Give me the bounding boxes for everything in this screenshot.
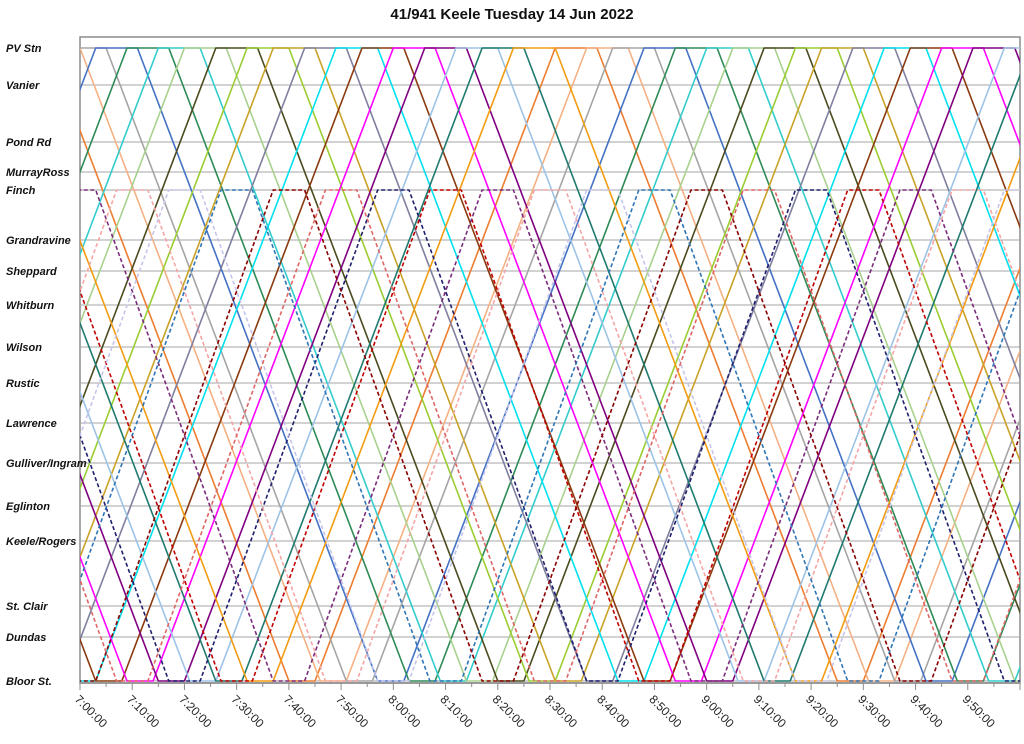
y-tick-label: Rustic: [6, 378, 40, 390]
x-tick-label: 8:40:00: [594, 692, 632, 730]
y-tick-label: Wilson: [6, 342, 42, 354]
x-tick-label: 9:30:00: [855, 692, 893, 730]
x-tick-label: 7:30:00: [229, 692, 267, 730]
y-tick-label: Sheppard: [6, 266, 57, 278]
x-tick-label: 9:00:00: [699, 692, 737, 730]
y-tick-label: Eglinton: [6, 501, 50, 513]
y-tick-label: MurrayRoss: [6, 167, 70, 179]
vehicle-trace-26: [80, 189, 1020, 682]
x-tick-label: 8:20:00: [490, 692, 528, 730]
x-tick-label: 8:10:00: [437, 692, 475, 730]
vehicle-trace-19: [80, 189, 1020, 682]
x-tick-label: 9:20:00: [803, 692, 841, 730]
y-tick-label: Keele/Rogers: [6, 536, 76, 548]
x-tick-label: 8:30:00: [542, 692, 580, 730]
y-tick-label: Pond Rd: [6, 137, 51, 149]
x-tick-label: 8:50:00: [646, 692, 684, 730]
y-tick-label: PV Stn: [6, 43, 42, 55]
y-tick-label: St. Clair: [6, 601, 48, 613]
x-tick-label: 7:50:00: [333, 692, 371, 730]
x-tick-label: 7:40:00: [281, 692, 319, 730]
y-tick-label: Grandravine: [6, 235, 71, 247]
vehicle-trace-7: [80, 47, 1020, 682]
y-tick-label: Dundas: [6, 632, 46, 644]
x-tick-label: 7:20:00: [176, 692, 214, 730]
x-axis: 7:00:00 7:10:00 7:20:00 7:30:00 7:40:00 7:50:…: [72, 682, 1021, 731]
y-tick-label: Vanier: [6, 80, 40, 92]
y-tick-label: Bloor St.: [6, 676, 52, 688]
x-tick-label: 7:10:00: [124, 692, 162, 730]
vehicle-trace-24: [80, 189, 1020, 682]
y-tick-label: Gulliver/Ingram: [6, 458, 87, 470]
vehicle-trace-22: [80, 189, 1020, 682]
y-tick-label: Whitburn: [6, 300, 55, 312]
vehicle-trace-14: [80, 47, 1020, 682]
x-tick-label: 9:50:00: [960, 692, 998, 730]
y-tick-label: Finch: [6, 185, 36, 197]
y-tick-label: Lawrence: [6, 418, 57, 430]
vehicle-trace-23: [80, 189, 1020, 682]
x-tick-label: 7:00:00: [72, 692, 110, 730]
vehicle-trace-21: [80, 189, 1020, 682]
vehicle-lines: [80, 47, 1020, 682]
y-axis-labels: PV Stn Vanier Pond Rd MurrayRoss Finch Grandr…: [6, 43, 87, 688]
vehicle-trace-25: [80, 189, 1020, 682]
x-tick-label: 9:10:00: [751, 692, 789, 730]
chart-title: 41/941 Keele Tuesday 14 Jun 2022: [390, 6, 634, 23]
x-tick-label: 8:00:00: [385, 692, 423, 730]
x-tick-label: 9:40:00: [907, 692, 945, 730]
vehicle-trace-15: [80, 47, 1020, 682]
